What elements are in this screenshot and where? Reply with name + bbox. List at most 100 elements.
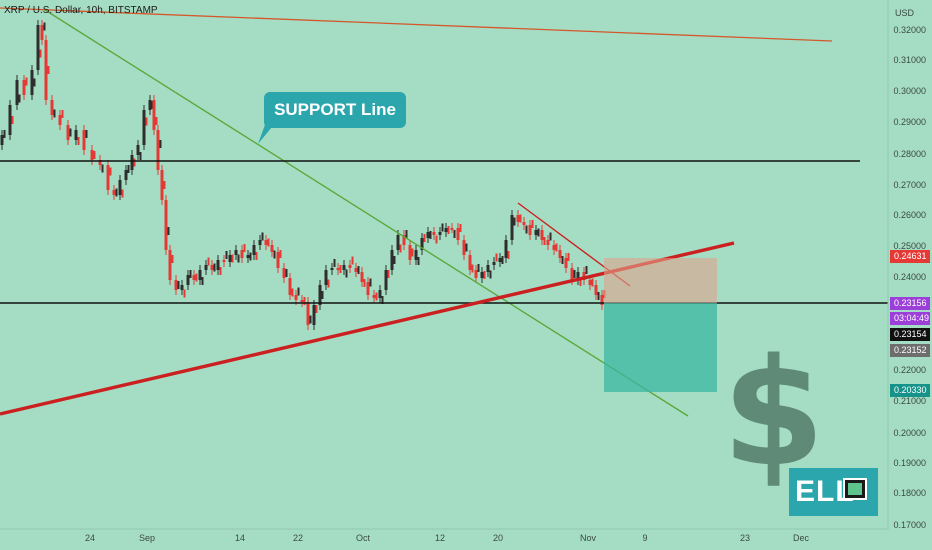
candle-body — [480, 272, 484, 278]
price-tick-label: 0.27000 — [893, 180, 926, 190]
candle-body — [396, 235, 400, 250]
candle-body — [441, 223, 444, 232]
candle-body — [306, 302, 310, 325]
candle-body — [231, 254, 234, 263]
candle-body — [579, 278, 582, 286]
price-tick-label: 0.20000 — [893, 428, 926, 438]
candle-body — [282, 268, 286, 278]
candle-body — [417, 257, 420, 265]
candle-body — [33, 78, 36, 87]
candle-body — [462, 240, 466, 255]
candle-body — [106, 165, 110, 190]
candle-body — [155, 117, 158, 125]
time-tick-label: 9 — [642, 533, 648, 543]
candle-body — [522, 222, 526, 225]
candle-body — [174, 280, 178, 290]
candle-body — [270, 245, 274, 252]
candle-body — [357, 266, 360, 274]
candle-body — [339, 265, 342, 273]
candle-body — [546, 240, 550, 245]
candle-body — [411, 248, 414, 257]
candle-body — [405, 230, 408, 238]
candle-body — [177, 281, 180, 289]
candle-body — [3, 130, 6, 138]
candle-body — [43, 22, 46, 31]
candle-body — [204, 265, 208, 270]
candle-body — [534, 230, 538, 235]
candle-body — [210, 265, 214, 270]
candle-body — [558, 250, 562, 258]
candle-body — [8, 105, 12, 135]
stop-loss-zone[interactable] — [604, 258, 717, 303]
candle-body — [345, 269, 348, 278]
candle-body — [139, 152, 142, 160]
candle-body — [381, 296, 384, 304]
candle-body — [219, 267, 222, 275]
candle-body — [225, 251, 228, 259]
price-tag: 0.20330 — [890, 384, 930, 397]
candle-body — [408, 245, 412, 260]
candle-body — [324, 270, 328, 285]
candle-body — [573, 270, 576, 278]
candle-body — [543, 237, 546, 245]
candle-body — [495, 253, 498, 262]
candle-body — [336, 268, 340, 270]
candle-body — [186, 275, 190, 285]
time-tick-label: Oct — [355, 533, 371, 543]
price-tick-label: 0.32000 — [893, 25, 926, 35]
candle-body — [510, 215, 514, 240]
candle-body — [384, 270, 388, 290]
candle-body — [423, 234, 426, 242]
candle-body — [438, 232, 442, 235]
candle-body — [127, 165, 130, 173]
candle-body — [477, 264, 480, 272]
candle-body — [588, 280, 592, 285]
candle-body — [82, 130, 86, 150]
candle-body — [136, 145, 140, 155]
candle-body — [192, 275, 196, 280]
candle-body — [576, 272, 580, 280]
candle-body — [145, 117, 148, 126]
candle-body — [279, 250, 282, 258]
candle-body — [393, 256, 396, 264]
candle-body — [228, 255, 232, 262]
time-tick-label: 23 — [739, 533, 751, 543]
candle-body — [152, 100, 156, 130]
candle-body — [258, 240, 262, 245]
candle-body — [252, 245, 256, 255]
candle-body — [303, 297, 306, 305]
candle-body — [327, 279, 330, 288]
candle-body — [399, 244, 402, 253]
candle-body — [465, 243, 468, 252]
candle-body — [74, 130, 78, 140]
candle-body — [567, 253, 570, 261]
upper-resistance-line[interactable] — [0, 7, 833, 42]
candle-body — [474, 270, 478, 278]
candle-body — [171, 255, 174, 263]
candle-body — [61, 110, 64, 118]
price-tick-label: 0.24000 — [893, 272, 926, 282]
candle-body — [519, 214, 522, 223]
candle-body — [537, 228, 540, 237]
candle-body — [594, 285, 598, 295]
price-tag: 0.23152 — [890, 344, 930, 357]
descending-green-trendline[interactable] — [44, 9, 689, 417]
take-profit-zone[interactable] — [604, 303, 717, 392]
candle-body — [118, 180, 122, 195]
candle-body — [167, 227, 170, 235]
price-tick-label: 0.25000 — [893, 241, 926, 251]
support-line-callout[interactable]: SUPPORT Line — [264, 92, 406, 128]
ell-logo: ELL — [789, 468, 878, 516]
candle-body — [44, 40, 48, 100]
candle-body — [109, 167, 112, 176]
candle-body — [318, 285, 322, 305]
candle-body — [300, 300, 304, 302]
candle-body — [201, 277, 204, 285]
time-tick-label: 14 — [234, 533, 246, 543]
candle-body — [291, 288, 294, 297]
candle-body — [447, 226, 450, 234]
time-tick-label: Nov — [579, 533, 597, 543]
candle-body — [160, 170, 164, 200]
